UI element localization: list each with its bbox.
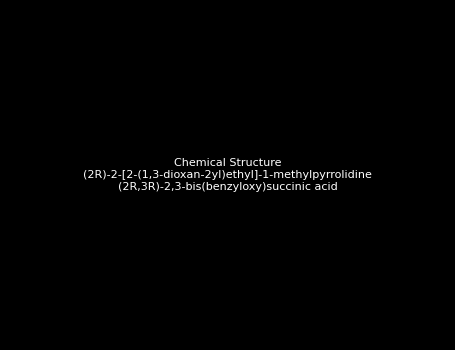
Text: Chemical Structure
(2R)-2-[2-(1,3-dioxan-2yl)ethyl]-1-methylpyrrolidine
(2R,3R)-: Chemical Structure (2R)-2-[2-(1,3-dioxan… (83, 159, 372, 191)
